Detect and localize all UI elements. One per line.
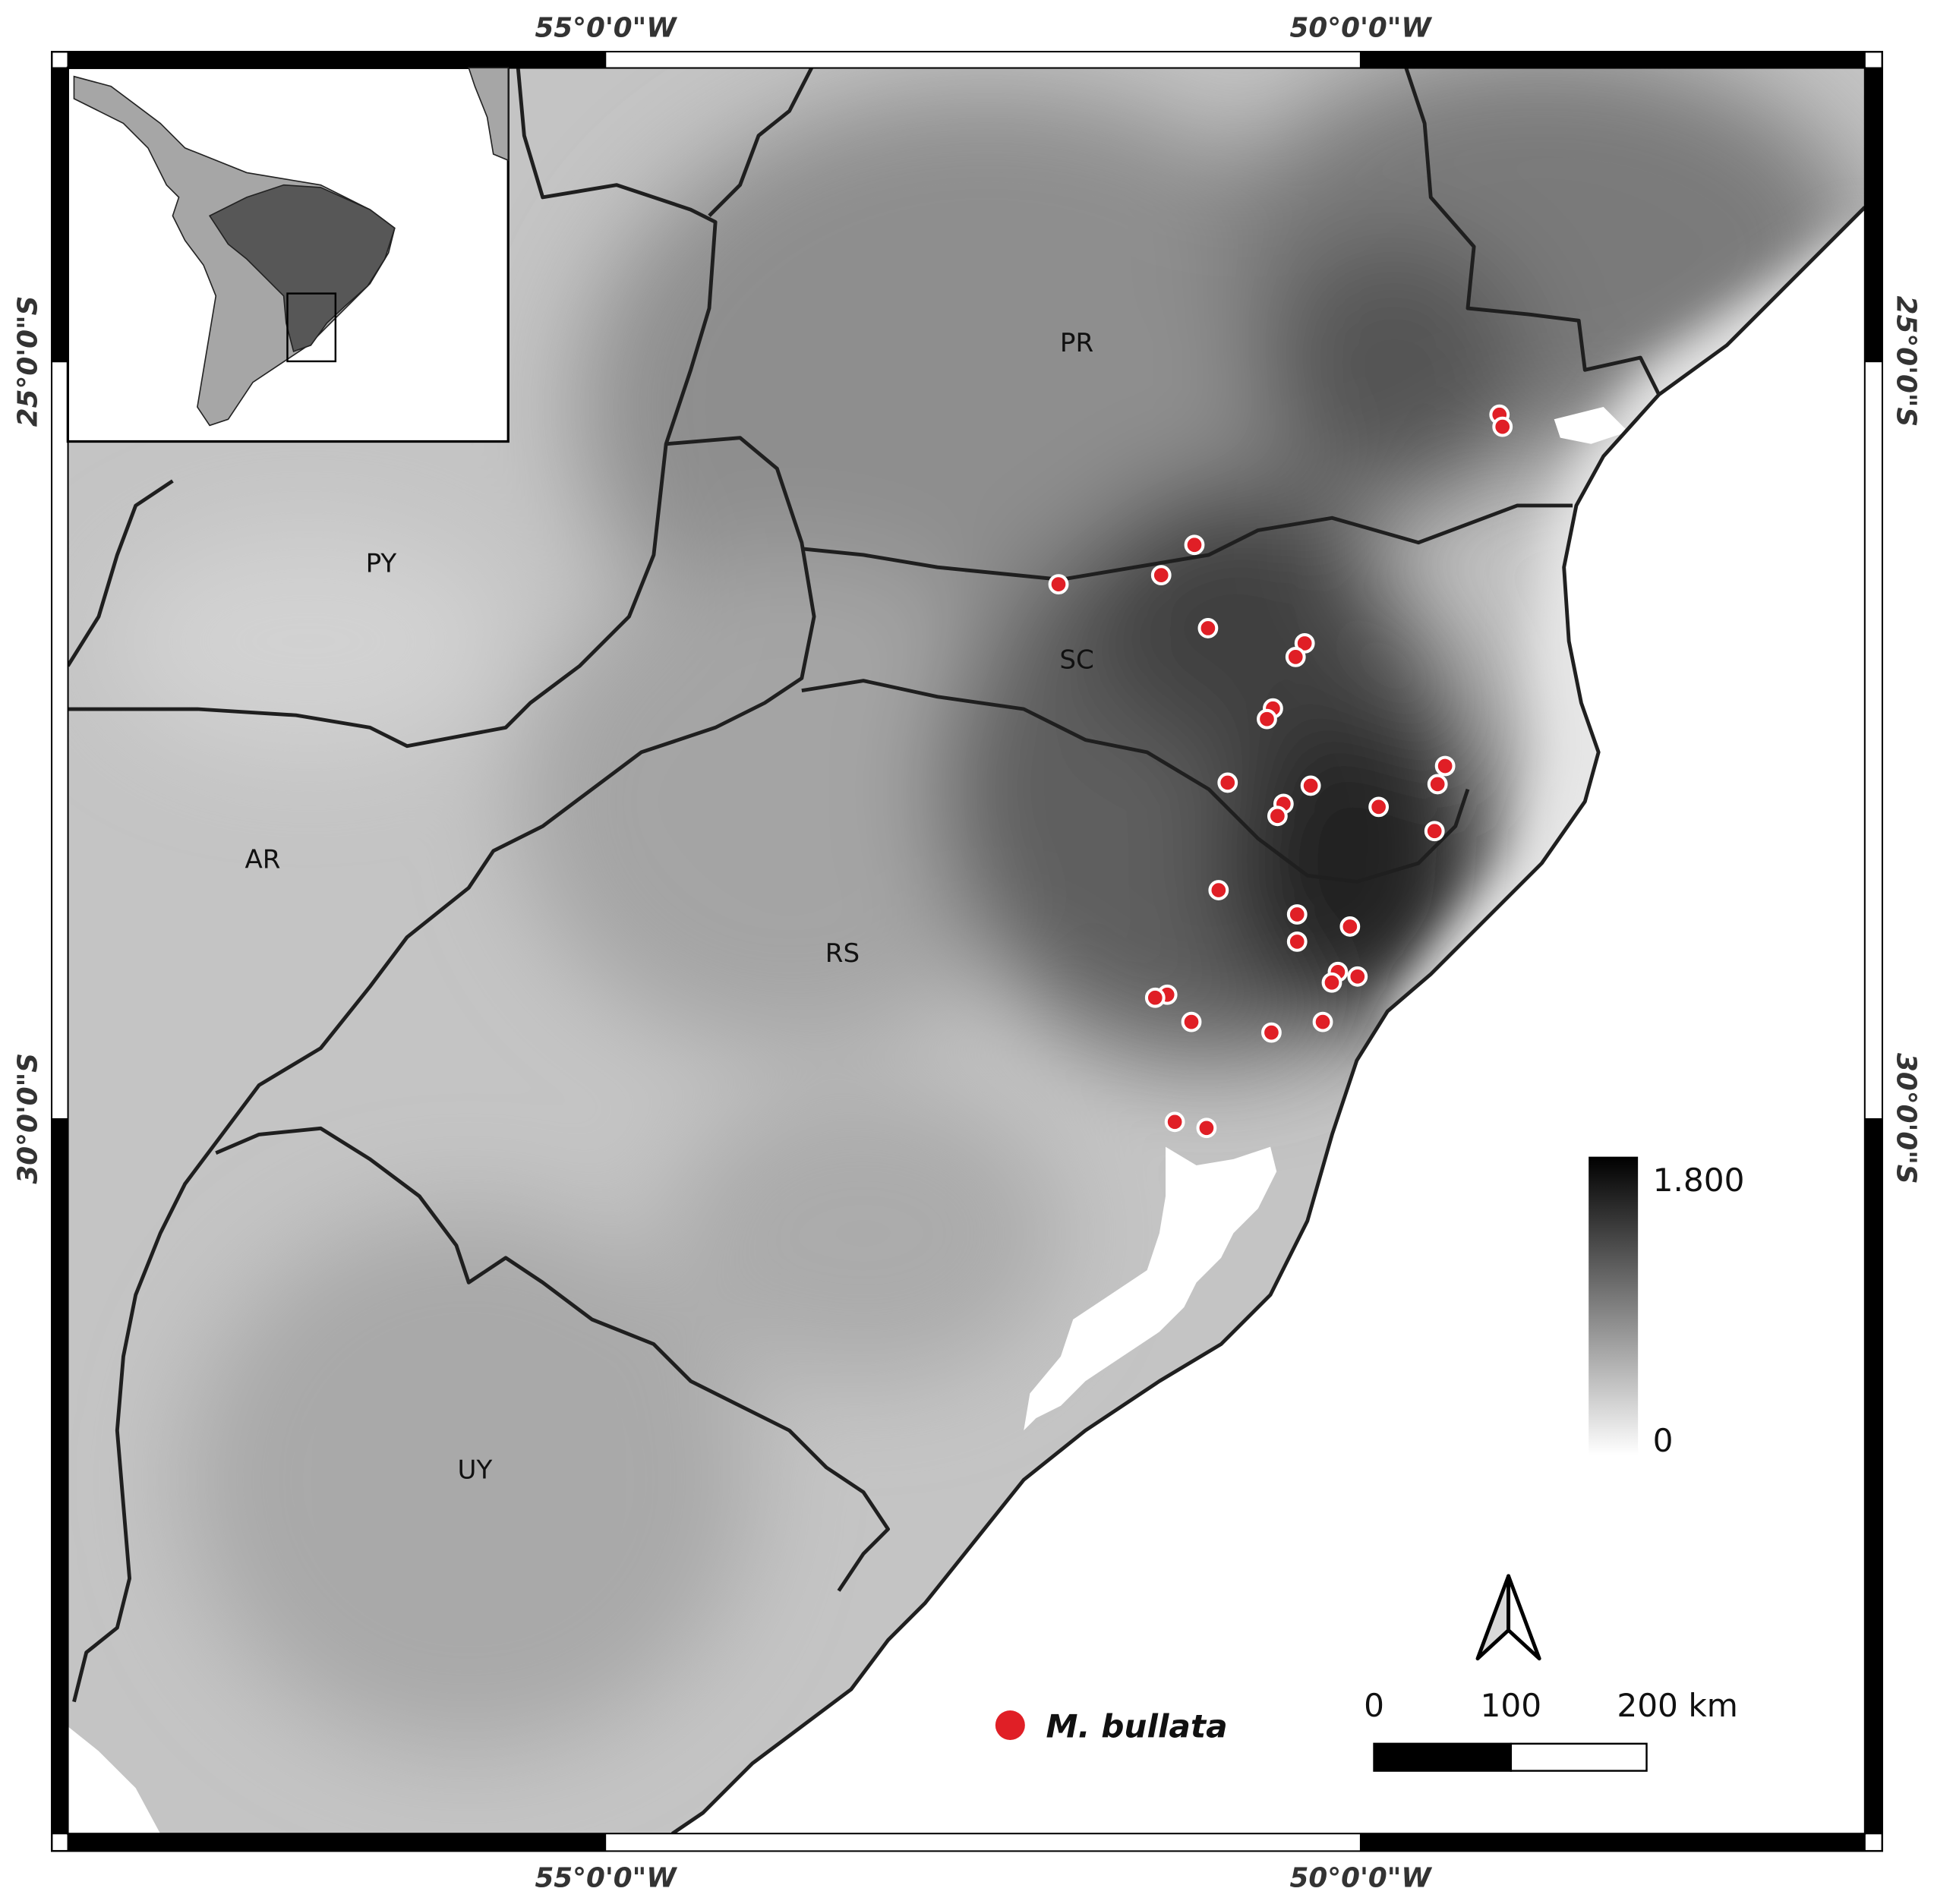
region-label: PY (366, 549, 397, 579)
occurrence-point (1208, 880, 1229, 900)
occurrence-point (1294, 633, 1315, 654)
occurrence-point (1347, 966, 1368, 987)
river-plate (68, 1726, 161, 1834)
frame-segment (1359, 51, 1866, 69)
elevation-max-label: 1.800 (1653, 1162, 1745, 1199)
x-tick-label-bottom: 55°0'0"W (535, 1862, 677, 1893)
y-tick-label-left: 25°0'0"S (13, 296, 44, 427)
frame-segment (67, 1833, 607, 1852)
scale-label: 200 km (1617, 1687, 1738, 1724)
frame-bars (51, 51, 1883, 1852)
borders (68, 68, 1866, 1834)
frame-segment (51, 67, 69, 363)
inset-map (66, 66, 510, 443)
y-tick-label-right: 30°0'0"S (1890, 1053, 1921, 1184)
lagoon (1024, 1146, 1277, 1431)
occurrence-points (1048, 404, 1513, 1139)
x-tick-label-top: 50°0'0"W (1290, 13, 1433, 44)
frame-segment (1359, 1833, 1866, 1852)
y-tick-label-left: 30°0'0"S (13, 1053, 44, 1184)
elevation-ramp (1589, 1156, 1639, 1455)
scale-bar: 0 100 200 km (1364, 1687, 1738, 1772)
occurrence-point (1261, 1022, 1282, 1043)
frame-segment (1864, 67, 1883, 363)
occurrence-point (1427, 774, 1448, 795)
occurrence-point (1257, 708, 1277, 730)
legend-swatch (995, 1710, 1025, 1740)
frame-segment (51, 1117, 69, 1835)
occurrence-point (1267, 805, 1288, 827)
region-label: AR (245, 845, 280, 875)
occurrence-point (1150, 565, 1172, 586)
north-arrow (1475, 1574, 1541, 1661)
occurrence-point (1196, 1117, 1217, 1139)
legend: M. bullata (995, 1708, 1228, 1745)
occurrence-point (1321, 972, 1342, 993)
occurrence-point (1164, 1111, 1185, 1133)
occurrence-point (1492, 416, 1513, 437)
scale-label: 100 (1481, 1687, 1542, 1724)
frame-segment (604, 1833, 1361, 1852)
scale-label: 0 (1364, 1687, 1384, 1724)
occurrence-point (1368, 796, 1390, 818)
occurrence-point (1286, 904, 1308, 925)
legend-label: M. bullata (1046, 1708, 1227, 1745)
frame-segment (1864, 1117, 1883, 1835)
occurrence-point (1286, 932, 1308, 952)
occurrence-point (1181, 1011, 1202, 1032)
region-label: UY (457, 1455, 492, 1486)
occurrence-point (1197, 618, 1219, 638)
elevation-legend: 1.800 0 (1589, 1156, 1745, 1459)
region-label: PR (1060, 328, 1093, 358)
occurrence-point (1300, 775, 1321, 796)
occurrence-point (1339, 916, 1361, 937)
occurrence-point (1285, 646, 1306, 667)
occurrence-point (1434, 755, 1456, 777)
bay (1554, 407, 1629, 444)
occurrence-point (1184, 534, 1205, 556)
x-tick-label-bottom: 50°0'0"W (1290, 1862, 1433, 1893)
y-tick-label-right: 25°0'0"S (1890, 296, 1921, 427)
occurrence-point (1217, 772, 1238, 793)
region-label: RS (825, 938, 860, 969)
ocean (672, 206, 1866, 1834)
frame-segment (604, 51, 1361, 69)
occurrence-point (1144, 987, 1166, 1008)
occurrence-point (1048, 574, 1069, 595)
frame-segment (67, 51, 607, 69)
region-label: SC (1059, 645, 1093, 675)
occurrence-point (1424, 821, 1445, 842)
frame-segment (1864, 361, 1883, 1120)
elevation-min-label: 0 (1653, 1422, 1674, 1459)
x-tick-label-top: 55°0'0"W (535, 13, 677, 44)
occurrence-point (1312, 1011, 1333, 1032)
frame-segment (51, 361, 69, 1120)
